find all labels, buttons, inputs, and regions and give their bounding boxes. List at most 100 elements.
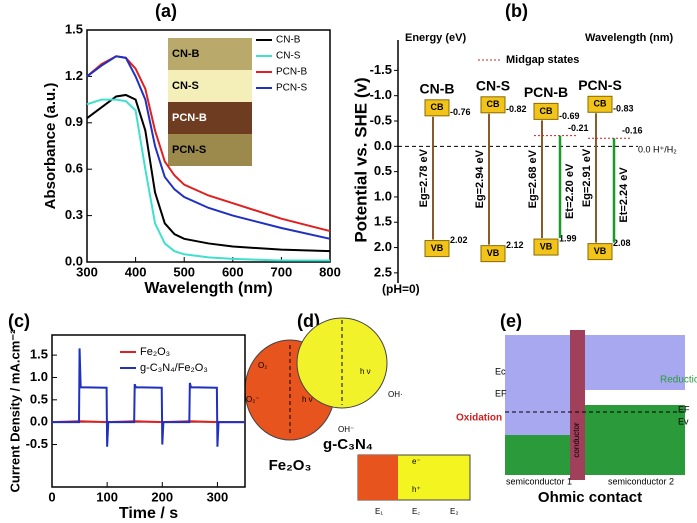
x-tick-label: 200 xyxy=(151,489,173,504)
y-tick-label: 0.9 xyxy=(65,114,83,129)
label: Energy (eV) xyxy=(405,32,466,44)
label: E₁ xyxy=(375,507,383,516)
y-tick-label: 1.0 xyxy=(30,369,48,384)
midgap-value: -0.16 xyxy=(622,126,643,136)
y-tick-label: 2.5 xyxy=(374,264,392,279)
label: E꜀ xyxy=(412,507,420,516)
label: EF xyxy=(678,404,690,414)
label: 0.0 H⁺/H₂ xyxy=(638,145,677,155)
label: h ν xyxy=(360,367,371,376)
midgap-value: -0.21 xyxy=(568,123,589,133)
plot-frame xyxy=(86,29,331,263)
vb-value: 1.99 xyxy=(559,233,577,243)
gap-label: Eg=2.68 eV xyxy=(527,149,539,208)
label: h ν xyxy=(302,395,313,404)
x-tick-label: 700 xyxy=(271,264,293,279)
cb-label: CB xyxy=(431,102,444,112)
y-tick-label: 0.3 xyxy=(65,207,83,222)
panel-label: (e) xyxy=(500,311,522,331)
label: Wavelength (nm) xyxy=(585,32,674,44)
y-tick-label: 0.0 xyxy=(65,253,83,268)
material-name: CN-S xyxy=(476,78,510,94)
vb-label: VB xyxy=(487,248,500,258)
region xyxy=(505,435,570,475)
label: Reduction xyxy=(660,375,697,386)
inset-label: PCN-B xyxy=(172,112,207,124)
y-tick-label: 0.0 xyxy=(30,414,48,429)
inset-label: CN-B xyxy=(172,48,200,60)
trap-label: Et=2.20 eV xyxy=(564,163,576,219)
vb-label: VB xyxy=(540,241,553,251)
y-tick-label: 0.0 xyxy=(374,138,392,153)
label: h⁺ xyxy=(412,485,421,494)
title: Ohmic contact xyxy=(538,489,642,506)
y-tick-label: -1.5 xyxy=(370,62,392,77)
label: Ec xyxy=(495,366,506,376)
x-axis-label: Wavelength (nm) xyxy=(144,280,272,297)
legend-label: PCN-S xyxy=(276,83,307,94)
region xyxy=(585,405,685,475)
conductor xyxy=(570,330,585,480)
material-name: PCN-S xyxy=(578,77,622,93)
label: conductor xyxy=(572,422,581,457)
cb-value: -0.83 xyxy=(613,104,634,114)
label: Fe₂O₃ xyxy=(269,457,312,474)
series-line xyxy=(86,93,331,253)
cb-value: -0.69 xyxy=(559,111,580,121)
region xyxy=(505,335,570,435)
panel-label: (d) xyxy=(297,311,320,331)
y-axis-label: Absorbance (a.u.) xyxy=(42,83,59,210)
cb-label: CB xyxy=(540,106,553,116)
inset-label: PCN-S xyxy=(172,144,206,156)
vb-value: 2.08 xyxy=(613,238,631,248)
vb-box xyxy=(587,243,613,261)
vb-label: VB xyxy=(431,243,444,253)
label: semiconductor 2 xyxy=(608,476,674,486)
label: OH· xyxy=(388,390,403,399)
panel-label: (c) xyxy=(8,311,30,331)
x-tick-label: 300 xyxy=(76,264,98,279)
vb-box xyxy=(533,238,559,256)
vb-label: VB xyxy=(594,246,607,256)
material-name: CN-B xyxy=(420,81,455,97)
label: Oxidation xyxy=(456,413,502,424)
cb-box xyxy=(480,96,506,114)
band-inset xyxy=(358,455,398,500)
y-axis-label: Current Density / mA.cm⁻² xyxy=(7,329,22,493)
material-name: PCN-B xyxy=(524,84,568,100)
inset-label: CN-S xyxy=(172,80,199,92)
vb-value: 2.12 xyxy=(506,240,524,250)
swatch xyxy=(168,70,252,102)
cb-box xyxy=(587,95,613,113)
swatch xyxy=(168,134,252,166)
y-tick-label: -0.5 xyxy=(370,112,392,127)
label: E₂ xyxy=(450,507,458,516)
cb-value: -0.76 xyxy=(450,107,471,117)
y-tick-label: 0.5 xyxy=(374,163,392,178)
x-axis-label: Time / s xyxy=(119,505,178,522)
x-tick-label: 0 xyxy=(48,489,55,504)
trap-label: Et=2.24 eV xyxy=(618,167,630,223)
series-line xyxy=(52,348,245,447)
y-tick-label: 1.5 xyxy=(30,347,48,362)
label: O₂⁻ xyxy=(246,395,260,404)
y-tick-label: 1.5 xyxy=(65,21,83,36)
legend-label: Fe₂O₃ xyxy=(140,346,170,358)
legend-label: PCN-B xyxy=(276,67,307,78)
vb-box xyxy=(480,245,506,263)
series-line xyxy=(86,55,331,240)
swatch xyxy=(168,38,252,70)
vb-box xyxy=(424,240,450,258)
y-tick-label: 0.5 xyxy=(30,391,48,406)
panel-label: (a) xyxy=(155,1,177,21)
label: EF xyxy=(495,388,507,398)
x-tick-label: 400 xyxy=(125,264,147,279)
legend-label: g-C₃N₄/Fe₂O₃ xyxy=(140,362,208,374)
legend-label: Midgap states xyxy=(506,54,579,66)
x-tick-label: 800 xyxy=(319,264,341,279)
label: Ev xyxy=(678,416,689,426)
label: g-C₃N₄ xyxy=(323,436,373,453)
series-line xyxy=(86,98,330,262)
cb-label: CB xyxy=(487,99,500,109)
